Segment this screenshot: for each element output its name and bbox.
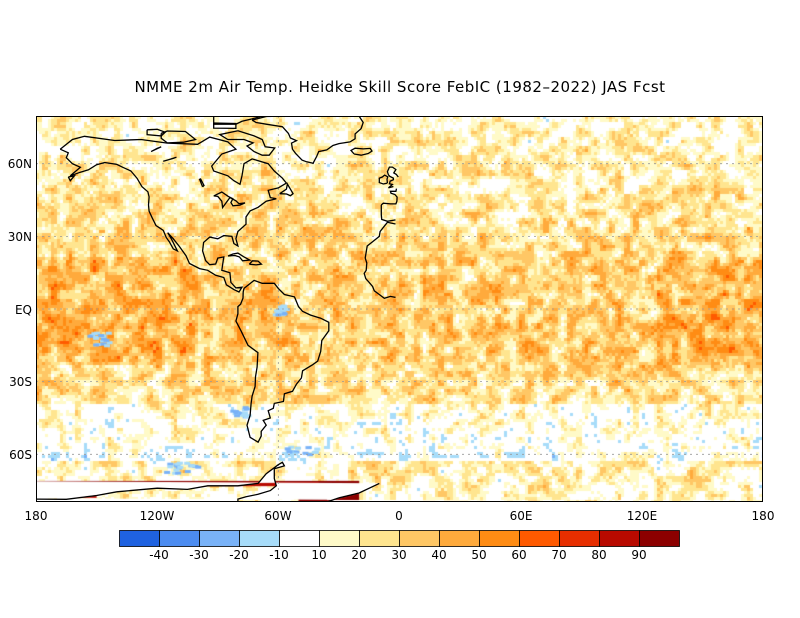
colorbar-tick-label: 20 xyxy=(351,548,367,562)
colorbar-swatch xyxy=(199,530,240,547)
coastline-ireland xyxy=(378,174,389,185)
colorbar-swatch xyxy=(319,530,360,547)
coastline-great-lakes xyxy=(213,191,246,210)
map-frame xyxy=(36,116,763,502)
colorbar-tick-label: 30 xyxy=(391,548,407,562)
coastline-devon xyxy=(213,122,237,130)
coastline-cuba xyxy=(227,252,252,262)
colorbar-swatch xyxy=(279,530,320,547)
skill-score-map xyxy=(36,116,763,502)
lat-label-30n: 30N xyxy=(7,230,32,244)
coastline-iceland xyxy=(349,147,373,156)
lat-label-60s: 60S xyxy=(9,448,32,462)
coastline-africa xyxy=(363,221,396,300)
colorbar-swatch xyxy=(239,530,280,547)
lon-label-60w: 60W xyxy=(264,509,292,523)
lat-label-60n: 60N xyxy=(7,157,32,171)
colorbar-swatch xyxy=(439,530,480,547)
coastline-north-america xyxy=(59,135,288,293)
colorbar-tick-label: -10 xyxy=(269,548,289,562)
colorbar-tick-label: 90 xyxy=(631,548,647,562)
colorbar-tick-label: 70 xyxy=(551,548,567,562)
lat-label-eq: EQ xyxy=(14,303,32,317)
coastline-victoria-island xyxy=(160,130,197,144)
coastline-baffin xyxy=(218,130,276,156)
coastline-britain xyxy=(386,166,399,189)
colorbar-swatch xyxy=(519,530,560,547)
colorbar-tick-label: -40 xyxy=(149,548,169,562)
colorbar-tick-label: -20 xyxy=(229,548,249,562)
coastline-great-slave xyxy=(163,156,177,162)
colorbar-swatch xyxy=(359,530,400,547)
graticule xyxy=(36,116,763,502)
coastline-antarctica xyxy=(36,461,380,502)
lon-label-120w: 120W xyxy=(139,509,175,523)
lon-label-180w: 180 xyxy=(24,509,48,523)
lat-label-30s: 30S xyxy=(9,375,32,389)
coastlines xyxy=(36,116,399,502)
coastline-hispaniola xyxy=(248,260,263,266)
coastline-great-bear xyxy=(150,146,162,153)
lon-label-60e: 60E xyxy=(509,509,533,523)
coastline-europe-asia xyxy=(36,141,398,222)
colorbar-swatch xyxy=(399,530,440,547)
colorbar-swatch xyxy=(639,530,680,547)
coastline-alaska-islands xyxy=(67,174,77,182)
coastline-greenland xyxy=(251,116,364,164)
lon-label-120e: 120E xyxy=(626,509,658,523)
colorbar-tick-label: 40 xyxy=(431,548,447,562)
colorbar-tick-label: 50 xyxy=(471,548,487,562)
colorbar-tick-label: 60 xyxy=(511,548,527,562)
coastline-winnipeg xyxy=(198,178,205,188)
colorbar-swatch xyxy=(159,530,200,547)
coastline-newfoundland xyxy=(279,182,294,197)
coastline-overlay xyxy=(36,116,763,502)
colorbar xyxy=(119,530,680,547)
colorbar-tick-label: 10 xyxy=(311,548,327,562)
colorbar-swatch xyxy=(479,530,520,547)
lon-label-0: 0 xyxy=(395,509,403,523)
lon-label-180e: 180 xyxy=(751,509,775,523)
colorbar-swatch xyxy=(119,530,160,547)
coastline-south-america xyxy=(235,279,330,444)
colorbar-swatch xyxy=(559,530,600,547)
coastline-banks xyxy=(146,128,167,137)
map-title: NMME 2m Air Temp. Heidke Skill Score Feb… xyxy=(134,78,666,96)
colorbar-swatch xyxy=(599,530,640,547)
colorbar-tick-label: 80 xyxy=(591,548,607,562)
colorbar-tick-label: -30 xyxy=(189,548,209,562)
